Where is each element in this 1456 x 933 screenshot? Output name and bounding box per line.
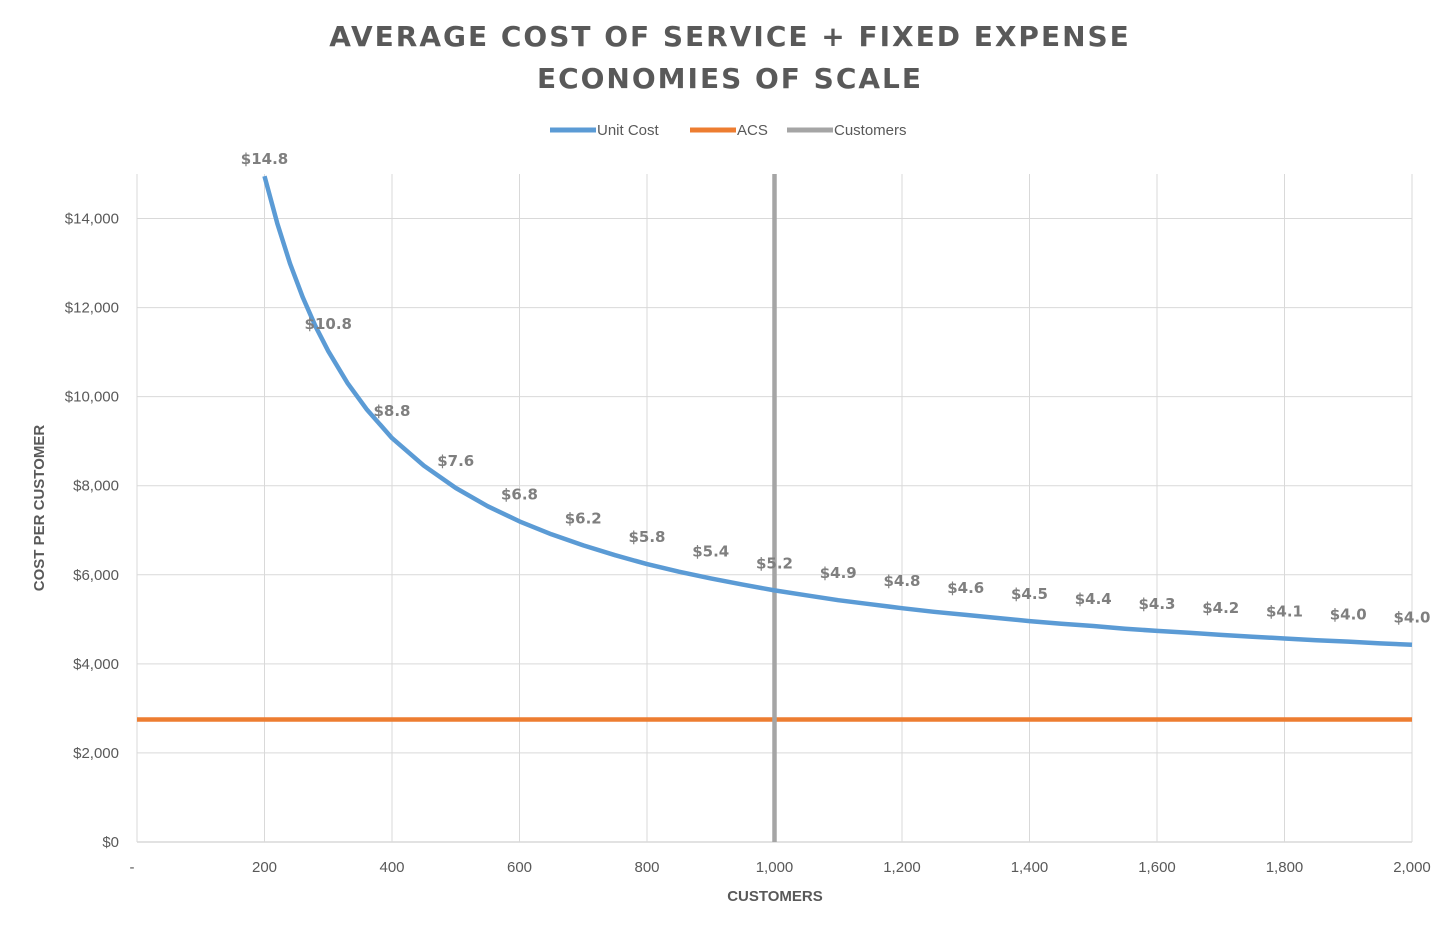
data-label: $5.2 (756, 554, 793, 572)
x-tick-label: 1,600 (1138, 859, 1176, 876)
data-label: $4.0 (1393, 609, 1430, 627)
x-tick-label: 1,000 (756, 859, 794, 876)
data-label: $4.4 (1075, 590, 1112, 608)
data-label: $4.3 (1138, 595, 1175, 613)
legend-label: Customers (834, 122, 907, 139)
data-label: $4.0 (1330, 606, 1367, 624)
series-line-unit-cost (262, 175, 1413, 647)
data-label: $4.9 (820, 564, 857, 582)
x-tick-label: 1,400 (1011, 859, 1049, 876)
x-tick-label: 1,800 (1266, 859, 1304, 876)
y-tick-label: $0 (102, 834, 119, 851)
data-label: $6.8 (501, 485, 538, 503)
y-axis-title: COST PER CUSTOMER (31, 425, 48, 592)
y-tick-label: $10,000 (65, 389, 119, 406)
data-labels: $14.8 $10.8 $8.8 $7.6 $6.8 $6.2 $5.8 $5.4 $5.2 $4… (241, 150, 1431, 627)
data-label: $6.2 (565, 509, 602, 527)
data-label: $4.6 (947, 579, 984, 597)
data-label: $8.8 (373, 402, 410, 420)
data-label: $5.4 (692, 542, 729, 560)
y-tick-label: $6,000 (73, 567, 119, 584)
x-tick-label: 600 (507, 859, 532, 876)
y-tick-label: $4,000 (73, 656, 119, 673)
data-label: $7.6 (437, 452, 474, 470)
axes: $0 $2,000 $4,000 $6,000 $8,000 $10,000 $12,000… (65, 211, 1431, 876)
data-label: $4.2 (1202, 599, 1239, 617)
chart-subtitle: ECONOMIES OF SCALE (537, 62, 923, 95)
y-tick-label: $8,000 (73, 478, 119, 495)
legend: Unit Cost ACS Customers (550, 122, 907, 139)
chart-title: AVERAGE COST OF SERVICE + FIXED EXPENSE (329, 20, 1131, 53)
x-axis-title: CUSTOMERS (727, 888, 823, 905)
data-label: $4.5 (1011, 585, 1048, 603)
data-label: $4.1 (1266, 602, 1303, 620)
x-tick-label: 200 (252, 859, 277, 876)
x-tick-label: 2,000 (1393, 859, 1431, 876)
x-tick-label: 400 (379, 859, 404, 876)
x-tick-label: 1,200 (883, 859, 921, 876)
y-tick-label: $14,000 (65, 211, 119, 228)
data-label: $4.8 (883, 572, 920, 590)
series-layer (137, 174, 1413, 842)
legend-label: Unit Cost (597, 122, 660, 139)
data-label: $14.8 (241, 150, 288, 168)
legend-label: ACS (737, 122, 768, 139)
x-tick-label: - (130, 859, 135, 876)
data-label: $5.8 (628, 528, 665, 546)
y-tick-label: $12,000 (65, 300, 119, 317)
y-tick-label: $2,000 (73, 745, 119, 762)
data-label: $10.8 (305, 315, 352, 333)
x-tick-label: 800 (634, 859, 659, 876)
